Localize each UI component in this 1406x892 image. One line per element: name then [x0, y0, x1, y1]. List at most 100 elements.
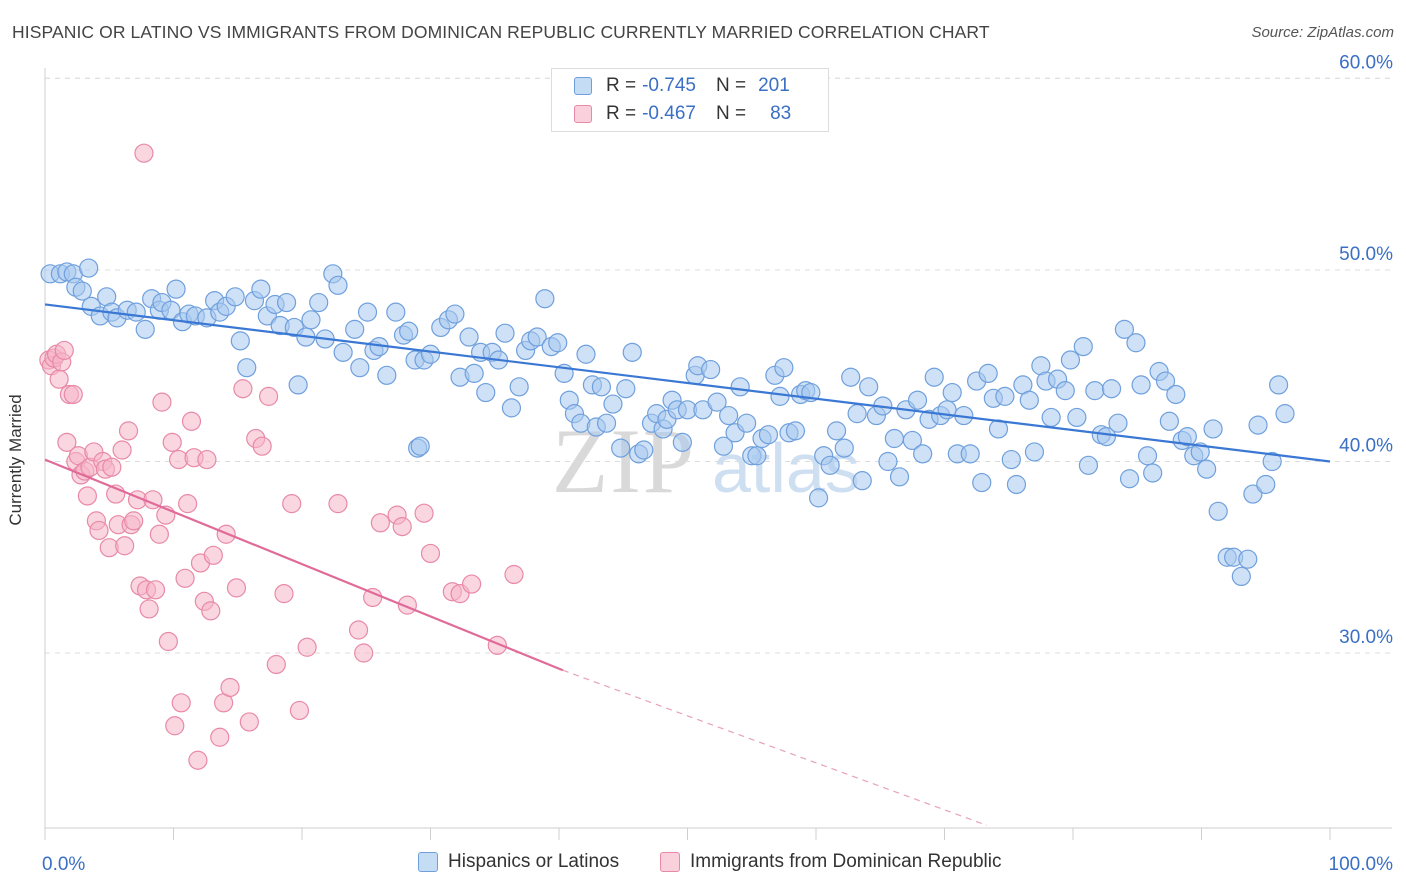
- hispanic-point: [1208, 501, 1228, 521]
- y-tick-label: 30.0%: [1339, 627, 1393, 648]
- hispanic-point: [616, 379, 636, 399]
- chart-title: HISPANIC OR LATINO VS IMMIGRANTS FROM DO…: [12, 22, 990, 42]
- legend-item-dominican[interactable]: Immigrants from Dominican Republic: [660, 851, 1002, 873]
- hispanic-point: [1262, 451, 1282, 472]
- dominican-point: [49, 369, 69, 389]
- y-tick-label: 40.0%: [1339, 436, 1393, 457]
- dominican-point: [370, 513, 390, 533]
- hispanic-point: [672, 432, 692, 452]
- hispanic-point: [357, 302, 378, 322]
- hispanic-point: [591, 377, 612, 397]
- dominican-point: [178, 494, 198, 514]
- hispanic-point: [774, 358, 794, 378]
- hispanic-point: [758, 425, 779, 445]
- hispanic-point: [1268, 375, 1289, 395]
- hispanic-point: [1243, 484, 1263, 504]
- hispanic-point: [1231, 566, 1251, 587]
- dominican-point: [112, 440, 132, 460]
- hispanic-point: [135, 319, 155, 339]
- hispanic-point: [820, 455, 840, 475]
- hispanic-point: [834, 438, 854, 458]
- hispanic-point: [859, 377, 879, 397]
- hispanic-point: [1155, 371, 1176, 391]
- hispanic-point: [960, 444, 980, 464]
- dominican-point: [149, 524, 169, 544]
- hispanic-point: [576, 344, 596, 364]
- dominican-point: [115, 536, 135, 556]
- hispanic-point: [1137, 446, 1158, 466]
- dominican-point: [165, 716, 185, 736]
- r-value: -0.745: [642, 75, 696, 96]
- dominican-point: [297, 637, 317, 657]
- dominican-point: [175, 568, 195, 588]
- dominican-point: [197, 449, 217, 470]
- hispanic-point: [1190, 442, 1210, 462]
- hispanic-point: [126, 302, 146, 322]
- hispanic-point: [1203, 419, 1223, 439]
- x-tick-label-max: 100.0%: [1329, 854, 1394, 875]
- hispanic-point: [1101, 379, 1122, 399]
- dominican-point: [134, 143, 154, 163]
- hispanic-point: [889, 467, 910, 487]
- dominican-trend-line: [44, 458, 564, 672]
- n-value: 83: [770, 103, 792, 124]
- legend-item-hispanic[interactable]: Hispanics or Latinos: [418, 851, 619, 873]
- hispanic-point: [420, 344, 441, 364]
- n-label: N =: [715, 75, 747, 96]
- hispanic-point: [1108, 413, 1128, 433]
- r-value: -0.467: [642, 103, 696, 124]
- legend-label-hispanic: Hispanics or Latinos: [448, 851, 620, 872]
- hispanic-point: [399, 321, 419, 341]
- hispanic-point: [826, 421, 847, 441]
- dominican-trend-extension: [562, 669, 988, 826]
- y-axis-label: Currently Married: [6, 394, 25, 526]
- hispanic-point: [701, 359, 721, 380]
- r-label: R =: [606, 75, 637, 96]
- hispanic-point: [1006, 474, 1027, 495]
- r-label: R =: [606, 103, 637, 124]
- dominican-point: [252, 436, 272, 456]
- hispanic-point: [225, 287, 245, 307]
- dominican-point: [89, 520, 109, 541]
- hispanic-point: [785, 421, 806, 441]
- dominican-point: [414, 503, 434, 523]
- hispanic-point: [476, 382, 496, 403]
- dominican-point: [233, 379, 253, 399]
- hispanic-point: [942, 382, 962, 403]
- hispanic-point: [288, 375, 308, 395]
- hispanic-point: [1143, 463, 1163, 483]
- hispanic-point: [464, 363, 484, 384]
- hispanic-point: [1024, 442, 1045, 462]
- hispanic-point: [841, 367, 861, 387]
- hispanic-point: [1177, 427, 1197, 447]
- x-tick-label-min: 0.0%: [42, 854, 85, 875]
- hispanic-point: [1248, 415, 1268, 435]
- dominican-point: [226, 578, 247, 598]
- hispanic-point: [166, 279, 186, 299]
- dominican-point: [63, 384, 83, 405]
- hispanic-point: [611, 438, 631, 458]
- hispanic-point: [1256, 474, 1276, 495]
- hispanic-point: [445, 304, 465, 324]
- hispanic-point: [596, 413, 617, 433]
- hispanic-point: [978, 363, 998, 384]
- dominican-point: [328, 494, 348, 514]
- hispanic-point: [1126, 333, 1146, 353]
- hispanic-point: [1019, 390, 1039, 410]
- legend-row-dominican: R = -0.467 N = 83: [574, 101, 791, 127]
- dominican-point: [258, 386, 279, 406]
- hispanic-point: [622, 342, 642, 362]
- hispanic-trend-line: [44, 303, 1331, 463]
- hispanic-point: [913, 444, 933, 464]
- dominican-point: [203, 545, 223, 565]
- dominican-point: [152, 392, 172, 412]
- dominican-point: [57, 432, 77, 452]
- dominican-point: [266, 654, 286, 675]
- hispanic-point: [924, 367, 944, 387]
- dominican-point: [220, 677, 240, 698]
- dominican-point: [210, 727, 230, 747]
- hispanic-point: [1001, 449, 1021, 470]
- correlation-legend: R = -0.745 N = 201 R = -0.467 N = 83: [551, 68, 829, 132]
- hispanic-point: [1060, 350, 1081, 370]
